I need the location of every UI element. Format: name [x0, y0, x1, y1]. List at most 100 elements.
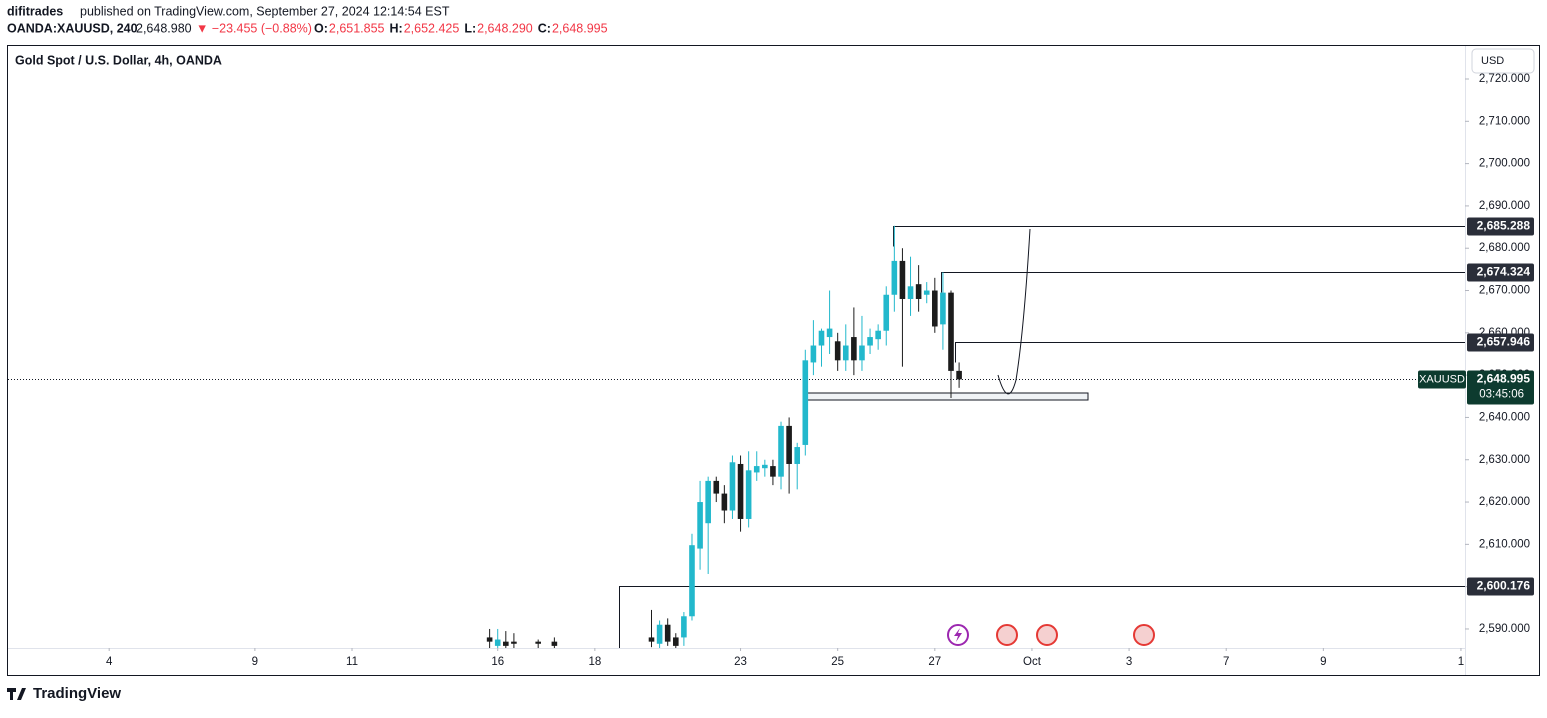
x-tick-label: 9 — [252, 656, 258, 668]
brand: TradingView — [33, 685, 121, 702]
candle-body — [770, 466, 776, 477]
price-label-box — [1467, 370, 1534, 405]
y-tick-label: 2,720.000 — [1479, 73, 1530, 85]
candle-body — [834, 341, 841, 361]
candle-body — [842, 345, 849, 361]
x-tick-label: 4 — [106, 656, 113, 668]
level-label-box — [1467, 217, 1534, 236]
candle-body — [826, 328, 833, 338]
y-tick-label: 2,590.000 — [1479, 623, 1530, 635]
level-label-box — [1467, 333, 1534, 352]
event-icon[interactable] — [1133, 624, 1155, 646]
ohlc-key: O: — [314, 21, 328, 35]
ohlc-value: 2,648.995 — [552, 21, 608, 35]
candle-body — [802, 360, 809, 445]
projection-curve — [997, 228, 1031, 395]
x-tick-label: 27 — [928, 656, 941, 668]
candle-body — [721, 493, 728, 511]
candle-body — [681, 616, 687, 638]
y-tick-label: 2,640.000 — [1479, 411, 1530, 423]
candle-body — [551, 641, 558, 646]
currency-button[interactable] — [1471, 48, 1535, 74]
level-label: 2,657.946 — [1477, 335, 1531, 349]
candle-body — [753, 466, 760, 473]
x-tick-label: 1 — [1458, 656, 1464, 668]
level-label-box — [1467, 263, 1534, 282]
x-tick-label: 25 — [831, 656, 844, 668]
event-glyph — [954, 628, 962, 642]
x-tick-label: 11 — [346, 656, 358, 668]
currency: USD — [1481, 55, 1504, 67]
level-label: 2,674.324 — [1477, 265, 1531, 279]
candle-body — [503, 641, 509, 646]
y-tick-label: 2,630.000 — [1479, 454, 1530, 466]
price-label: 2,648.995 — [1477, 372, 1531, 386]
level-label: 2,600.176 — [1477, 579, 1531, 593]
countdown-label: 03:45:06 — [1479, 389, 1524, 401]
candle-body — [899, 260, 906, 299]
last-price: 2,648.980 — [136, 21, 192, 35]
x-tick-label: 18 — [588, 656, 601, 668]
symbol-label: XAUUSD — [1419, 373, 1465, 385]
support-zone — [804, 392, 1089, 401]
brand-logo — [7, 688, 26, 700]
y-tick-label: 2,700.000 — [1479, 158, 1530, 170]
candle-body — [729, 462, 736, 511]
x-tick-label: 7 — [1223, 656, 1229, 668]
y-tick-label: 2,670.000 — [1479, 285, 1530, 297]
candle-body — [875, 330, 881, 340]
candle-body — [851, 337, 857, 361]
x-tick-label: 9 — [1320, 656, 1326, 668]
candle-body — [689, 545, 695, 617]
y-tick-label: 2,610.000 — [1479, 538, 1530, 550]
level-label-box — [1467, 577, 1534, 596]
candle-body — [762, 464, 768, 469]
candle-body — [907, 286, 914, 299]
event-icon[interactable] — [996, 624, 1018, 646]
ohlc-key: C: — [538, 21, 551, 35]
candle-body — [859, 345, 865, 361]
candle-body — [923, 290, 930, 295]
candle-body — [948, 292, 954, 371]
ohlc-value: 2,652.425 — [404, 21, 460, 35]
candle-body — [737, 463, 744, 519]
level-label: 2,685.288 — [1477, 219, 1531, 233]
y-tick-label: 2,710.000 — [1479, 115, 1530, 127]
y-tick-label: 2,690.000 — [1479, 200, 1530, 212]
change: ▼ −23.455 (−0.88%) — [196, 21, 312, 35]
candle-body — [883, 294, 890, 331]
x-tick-label: Oct — [1023, 656, 1042, 668]
symbol-label-box — [1418, 370, 1466, 389]
published: published on TradingView.com, September … — [80, 4, 450, 18]
candle-body — [713, 480, 720, 494]
x-tick-label: 3 — [1126, 656, 1132, 668]
ohlc-value: 2,648.290 — [477, 21, 533, 35]
candle-body — [705, 480, 711, 524]
x-tick-label: 16 — [491, 656, 504, 668]
ohlc-key: L: — [464, 21, 476, 35]
candle-body — [511, 641, 517, 644]
candle-body — [672, 637, 679, 646]
event-icon[interactable] — [1036, 624, 1058, 646]
candle-body — [940, 292, 946, 325]
candle-body — [745, 470, 752, 519]
event-icons — [947, 624, 1155, 646]
candle-body — [915, 284, 922, 299]
candle-body — [891, 260, 898, 295]
candle-body — [786, 425, 792, 464]
candle-body — [794, 447, 801, 464]
candle-body — [932, 290, 938, 327]
ohlc-key: H: — [390, 21, 403, 35]
y-tick-label: 2,680.000 — [1479, 242, 1530, 254]
candle-body — [697, 502, 703, 549]
candle-body — [656, 624, 663, 644]
ohlc-value: 2,651.855 — [329, 21, 385, 35]
candle-body — [648, 637, 655, 642]
candle-body — [956, 370, 962, 380]
candle-body — [818, 330, 825, 346]
candle-body — [810, 345, 817, 363]
candle-body — [867, 337, 873, 346]
candle-body — [494, 639, 501, 646]
